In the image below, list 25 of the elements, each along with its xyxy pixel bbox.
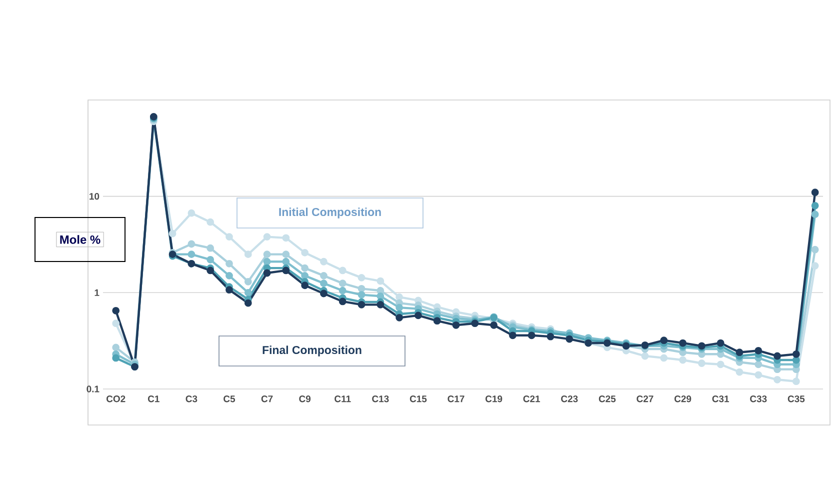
y-tick-label: 1 [94, 289, 100, 296]
x-tick-label: C1 [148, 396, 160, 402]
y-tick-label: 10 [90, 192, 100, 200]
x-tick-label: C17 [448, 396, 464, 402]
x-tick-label: C31 [712, 396, 729, 402]
x-tick-label: CO2 [106, 396, 126, 402]
x-tick-label: C11 [334, 396, 351, 402]
x-tick-label: C15 [410, 396, 427, 402]
x-tick-label: C35 [788, 396, 805, 402]
x-tick-label: C5 [224, 396, 236, 402]
x-tick-label: C29 [674, 396, 692, 402]
x-tick-label: C9 [299, 396, 311, 402]
x-tick-label: C13 [372, 396, 389, 402]
y-tick-label: 0.1 [86, 386, 100, 392]
y-axis-title: Mole % [60, 235, 100, 244]
annotation: Initial Composition [279, 208, 381, 218]
x-tick-label: C19 [486, 396, 502, 402]
x-tick-label: C3 [186, 396, 198, 402]
x-tick-label: C21 [523, 396, 540, 402]
x-tick-label: C27 [636, 396, 654, 402]
x-tick-label: C25 [598, 396, 616, 402]
x-tick-label: C33 [750, 396, 767, 402]
annotation: Final Composition [262, 346, 362, 356]
x-tick-label: C23 [561, 396, 578, 402]
x-tick-label: C7 [261, 396, 273, 402]
